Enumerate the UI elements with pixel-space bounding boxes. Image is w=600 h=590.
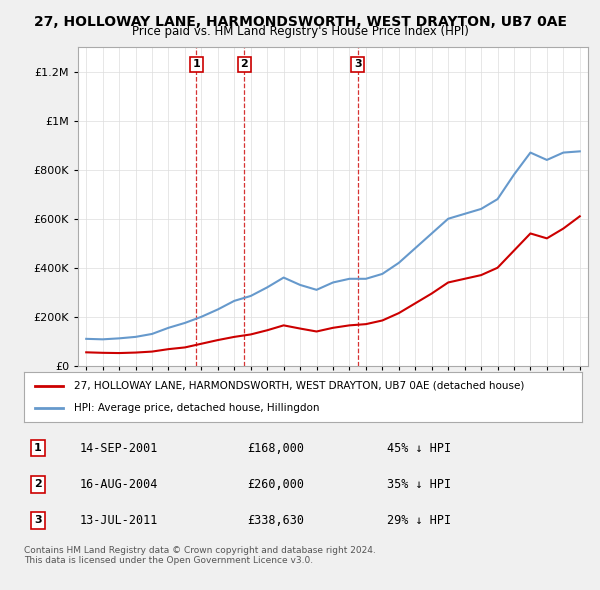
Text: Price paid vs. HM Land Registry's House Price Index (HPI): Price paid vs. HM Land Registry's House … [131,25,469,38]
Text: 16-AUG-2004: 16-AUG-2004 [80,478,158,491]
Text: 14-SEP-2001: 14-SEP-2001 [80,442,158,455]
Text: 45% ↓ HPI: 45% ↓ HPI [387,442,451,455]
Text: Contains HM Land Registry data © Crown copyright and database right 2024.
This d: Contains HM Land Registry data © Crown c… [24,546,376,565]
Text: HPI: Average price, detached house, Hillingdon: HPI: Average price, detached house, Hill… [74,403,320,413]
Text: 29% ↓ HPI: 29% ↓ HPI [387,514,451,527]
Text: 27, HOLLOWAY LANE, HARMONDSWORTH, WEST DRAYTON, UB7 0AE (detached house): 27, HOLLOWAY LANE, HARMONDSWORTH, WEST D… [74,381,524,391]
Text: 3: 3 [354,60,361,70]
Text: £338,630: £338,630 [247,514,304,527]
Text: 2: 2 [34,479,42,489]
Text: 1: 1 [34,443,42,453]
Text: 3: 3 [34,516,42,525]
Text: £260,000: £260,000 [247,478,304,491]
Text: 1: 1 [193,60,200,70]
Text: 35% ↓ HPI: 35% ↓ HPI [387,478,451,491]
Text: £168,000: £168,000 [247,442,304,455]
Text: 2: 2 [240,60,248,70]
Text: 27, HOLLOWAY LANE, HARMONDSWORTH, WEST DRAYTON, UB7 0AE: 27, HOLLOWAY LANE, HARMONDSWORTH, WEST D… [34,15,566,29]
Text: 13-JUL-2011: 13-JUL-2011 [80,514,158,527]
